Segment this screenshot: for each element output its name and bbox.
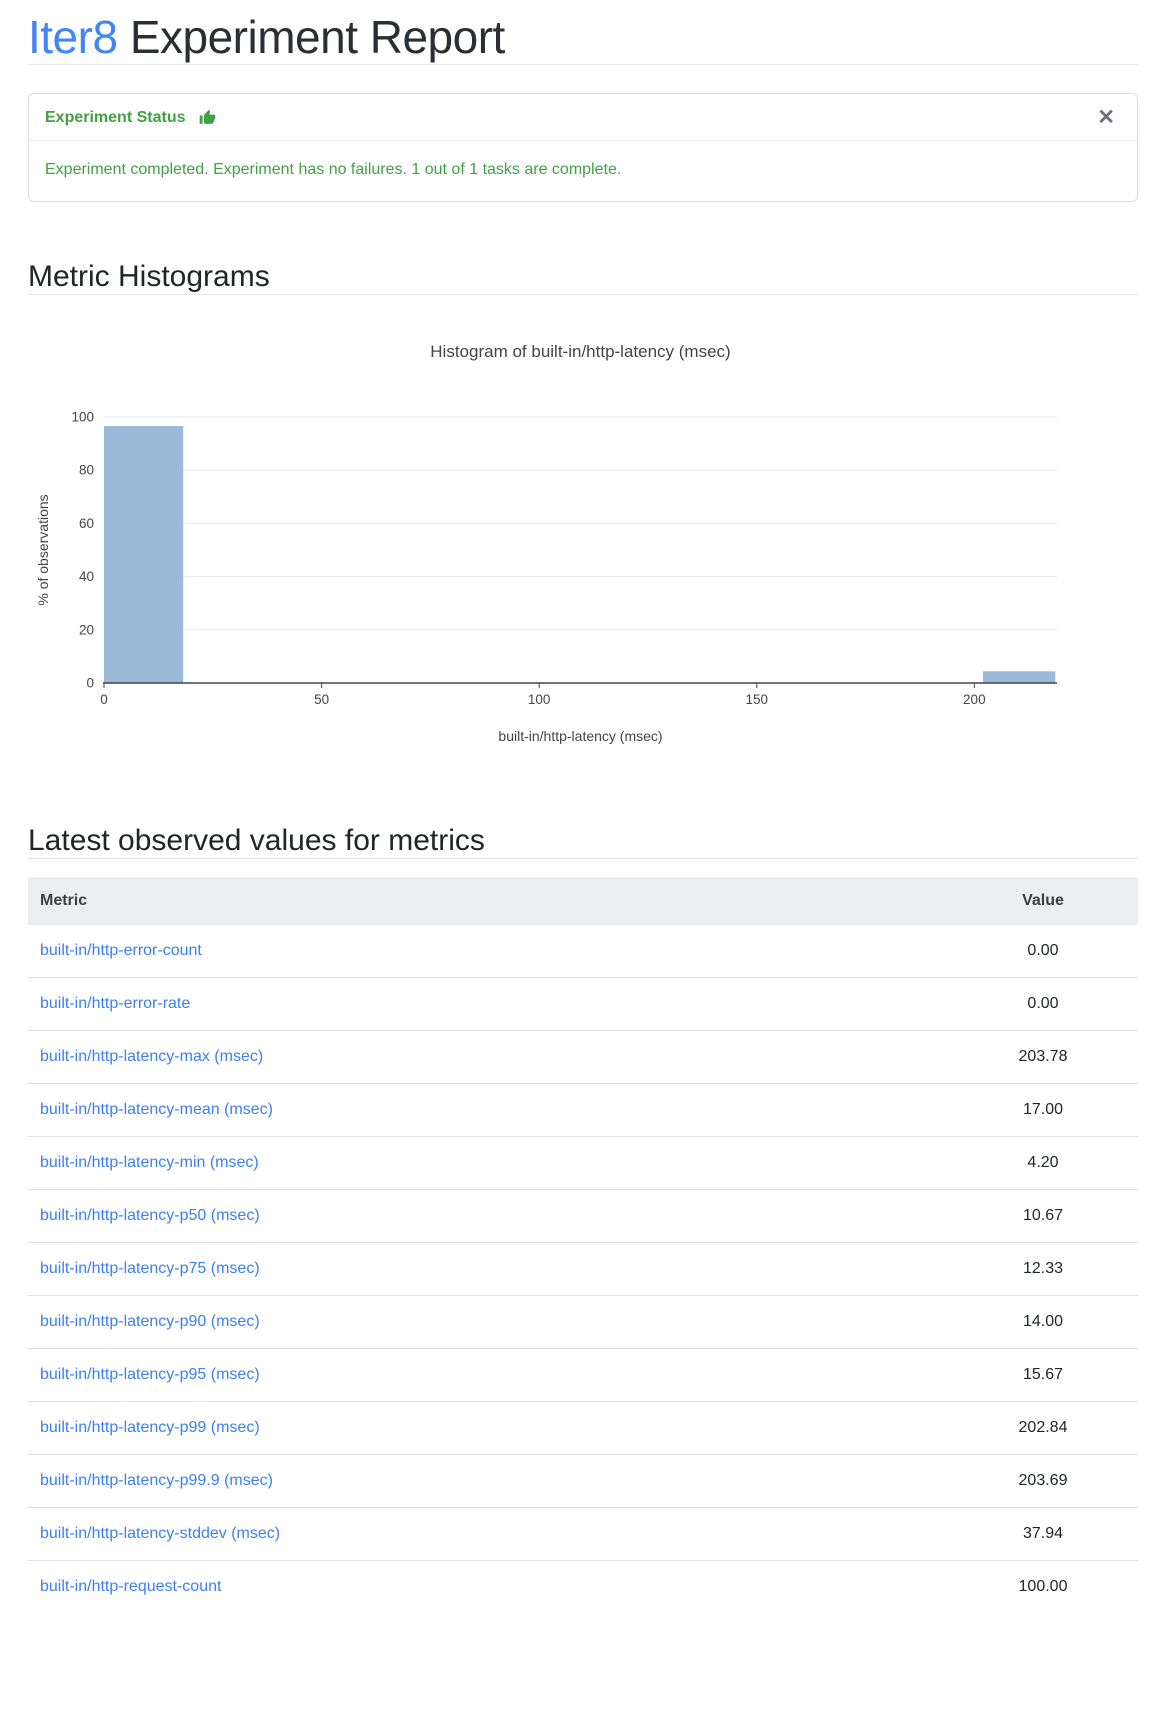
chart-title: Histogram of built-in/http-latency (msec… (430, 342, 730, 361)
metrics-table-head: Metric Value (28, 877, 1138, 925)
report-page: Iter8 Experiment Report Experiment Statu… (0, 10, 1166, 1613)
y-tick-label: 0 (86, 676, 94, 691)
metric-link[interactable]: built-in/http-latency-mean (msec) (40, 1101, 273, 1118)
metric-histograms-heading: Metric Histograms (28, 260, 270, 293)
metric-value: 17.00 (948, 1083, 1138, 1137)
metric-value: 203.78 (948, 1030, 1138, 1084)
histogram-bar (983, 671, 1056, 683)
table-row: built-in/http-request-count 100.00 (28, 1560, 1138, 1613)
table-row: built-in/http-latency-p99.9 (msec) 203.69 (28, 1454, 1138, 1508)
table-row: built-in/http-latency-p95 (msec) 15.67 (28, 1348, 1138, 1402)
metric-column-header: Metric (28, 877, 948, 925)
table-row: built-in/http-error-rate 0.00 (28, 977, 1138, 1031)
metric-value: 15.67 (948, 1348, 1138, 1402)
y-tick-label: 80 (79, 463, 94, 478)
metric-link[interactable]: built-in/http-error-count (40, 942, 202, 959)
metric-link[interactable]: built-in/http-error-rate (40, 995, 191, 1012)
metric-value: 14.00 (948, 1295, 1138, 1349)
y-axis-label: % of observations (35, 494, 51, 605)
metric-value: 4.20 (948, 1136, 1138, 1190)
metric-value: 0.00 (948, 977, 1138, 1031)
metric-link[interactable]: built-in/http-latency-p99 (msec) (40, 1419, 260, 1436)
y-tick-label: 20 (79, 622, 94, 637)
metric-link[interactable]: built-in/http-latency-max (msec) (40, 1048, 264, 1065)
table-row: built-in/http-latency-p90 (msec) 14.00 (28, 1295, 1138, 1349)
x-axis-label: built-in/http-latency (msec) (498, 728, 662, 744)
latency-histogram-chart: 0 20 40 60 80 100 0 50 100 150 200 Histogram of bui… (28, 305, 1138, 758)
divider (28, 294, 1138, 295)
metric-link[interactable]: built-in/http-latency-min (msec) (40, 1154, 259, 1171)
page-title: Iter8 Experiment Report (28, 10, 1138, 64)
table-row: built-in/http-latency-p50 (msec) 10.67 (28, 1189, 1138, 1243)
metric-value: 12.33 (948, 1242, 1138, 1296)
x-tick-label: 0 (100, 692, 108, 707)
y-tick-label: 100 (71, 410, 94, 425)
metric-link[interactable]: built-in/http-latency-stddev (msec) (40, 1525, 281, 1542)
metric-value: 100.00 (948, 1560, 1138, 1613)
table-row: built-in/http-latency-stddev (msec) 37.94 (28, 1507, 1138, 1561)
metric-value: 37.94 (948, 1507, 1138, 1561)
metric-link[interactable]: built-in/http-latency-p99.9 (msec) (40, 1472, 273, 1489)
metric-value: 10.67 (948, 1189, 1138, 1243)
x-tick-label: 100 (528, 692, 551, 707)
divider (28, 64, 1138, 65)
histogram-bar (104, 426, 184, 683)
table-row: built-in/http-latency-p99 (msec) 202.84 (28, 1401, 1138, 1455)
metric-link[interactable]: built-in/http-request-count (40, 1578, 222, 1595)
brand-name: Iter8 (28, 11, 118, 63)
table-row: built-in/http-latency-min (msec) 4.20 (28, 1136, 1138, 1190)
x-tick-label: 150 (745, 692, 768, 707)
page-title-rest: Experiment Report (129, 11, 506, 63)
y-tick-label: 40 (79, 569, 94, 584)
status-message: Experiment completed. Experiment has no … (45, 161, 622, 178)
metric-value: 202.84 (948, 1401, 1138, 1455)
table-header-row: Metric Value (28, 877, 1138, 925)
x-tick-label: 200 (963, 692, 986, 707)
y-tick-label: 60 (79, 516, 94, 531)
status-card-header: Experiment Status ✕ (29, 94, 1137, 141)
divider (28, 858, 1138, 859)
table-row: built-in/http-error-count 0.00 (28, 925, 1138, 978)
latency-histogram-svg: 0 20 40 60 80 100 0 50 100 150 200 Histogram of bui… (35, 342, 1057, 744)
metric-value: 0.00 (1027, 942, 1059, 959)
table-row: built-in/http-latency-p75 (msec) 12.33 (28, 1242, 1138, 1296)
close-icon[interactable]: ✕ (1097, 106, 1115, 129)
metric-link[interactable]: built-in/http-latency-p75 (msec) (40, 1260, 260, 1277)
table-row: built-in/http-latency-mean (msec) 17.00 (28, 1083, 1138, 1137)
metric-link[interactable]: built-in/http-latency-p90 (msec) (40, 1313, 260, 1330)
metrics-table-body: built-in/http-error-count 0.00 built-in/ht… (28, 925, 1138, 1613)
thumbs-up-icon (199, 109, 216, 126)
table-row: built-in/http-latency-max (msec) 203.78 (28, 1030, 1138, 1084)
experiment-status-card: Experiment Status ✕ Experiment completed… (28, 93, 1138, 202)
latest-values-heading: Latest observed values for metrics (28, 824, 485, 857)
metric-value: 203.69 (948, 1454, 1138, 1508)
metric-link[interactable]: built-in/http-latency-p50 (msec) (40, 1207, 260, 1224)
value-column-header: Value (948, 877, 1138, 925)
metrics-table: Metric Value built-in/http-error-count 0.… (28, 877, 1138, 1613)
x-tick-label: 50 (314, 692, 329, 707)
metric-link[interactable]: built-in/http-latency-p95 (msec) (40, 1366, 260, 1383)
status-card-title: Experiment Status (45, 108, 186, 126)
